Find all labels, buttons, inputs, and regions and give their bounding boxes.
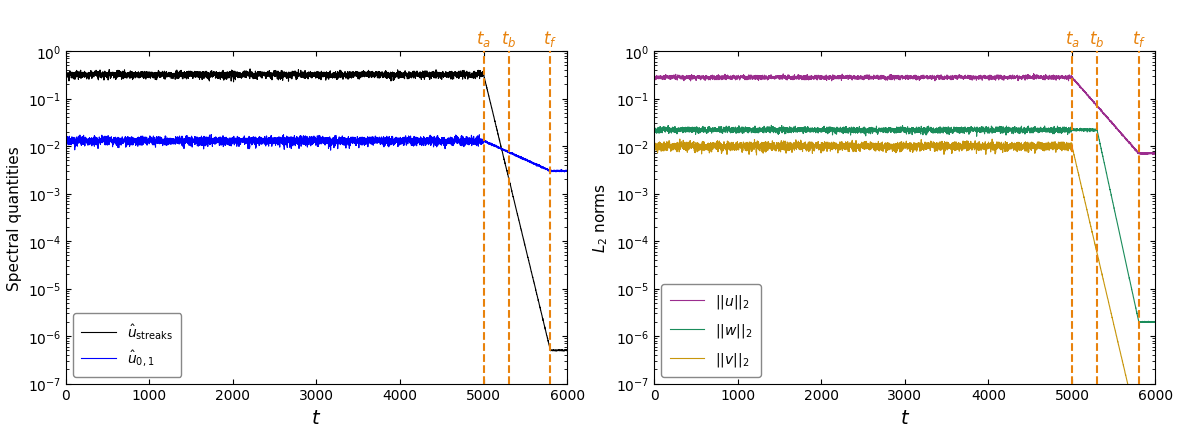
Line: $||u||_2$: $||u||_2$ <box>654 75 1155 155</box>
Y-axis label: Spectral quantities: Spectral quantities <box>7 146 22 290</box>
$||v||_2$ <box>766 140 780 145</box>
Line: $\hat{u}_{0,1}$: $\hat{u}_{0,1}$ <box>66 135 568 172</box>
$||w||_2$ <box>766 128 780 133</box>
$\hat{u}_{\mathrm{streaks}}$ <box>177 76 191 81</box>
$||u||_2$ <box>1090 103 1104 108</box>
$||v||_2$ <box>874 144 889 149</box>
$||w||_2$ <box>1148 320 1162 325</box>
$||w||_2$ <box>1148 319 1162 325</box>
$||w||_2$ <box>653 127 667 132</box>
Text: $t_a$: $t_a$ <box>1064 29 1080 49</box>
$\hat{u}_{0,1}$ <box>553 168 568 173</box>
Legend: $\hat{u}_{\mathrm{streaks}}$, $\hat{u}_{0,1}$: $\hat{u}_{\mathrm{streaks}}$, $\hat{u}_{… <box>73 313 182 377</box>
Text: $t_f$: $t_f$ <box>543 29 557 49</box>
$||w||_2$ <box>1090 128 1104 133</box>
$\hat{u}_{0,1}$ <box>286 142 300 147</box>
$||u||_2$ <box>874 77 889 82</box>
$||v||_2$ <box>1132 429 1146 434</box>
$||u||_2$ <box>1027 72 1041 77</box>
$\hat{u}_{\mathrm{streaks}}$ <box>435 74 450 79</box>
$\hat{u}_{\mathrm{streaks}}$ <box>65 73 79 79</box>
$||w||_2$ <box>1024 128 1038 133</box>
$\hat{u}_{0,1}$ <box>549 170 563 175</box>
$||u||_2$ <box>1141 151 1155 156</box>
Text: $t_b$: $t_b$ <box>1089 29 1104 49</box>
$||u||_2$ <box>647 76 661 81</box>
Legend: $||u||_2$, $||w||_2$, $||v||_2$: $||u||_2$, $||w||_2$, $||v||_2$ <box>661 284 761 377</box>
$||w||_2$ <box>874 130 889 135</box>
$\hat{u}_{\mathrm{streaks}}$ <box>59 73 73 79</box>
$\hat{u}_{0,1}$ <box>204 133 218 138</box>
$\hat{u}_{0,1}$ <box>59 139 73 144</box>
$\hat{u}_{\mathrm{streaks}}$ <box>502 175 516 181</box>
Text: $t_b$: $t_b$ <box>502 29 517 49</box>
$\hat{u}_{\mathrm{streaks}}$ <box>243 67 257 72</box>
$||v||_2$ <box>1090 250 1104 255</box>
$\hat{u}_{0,1}$ <box>177 138 191 143</box>
$\hat{u}_{0,1}$ <box>502 150 516 155</box>
Text: $t_f$: $t_f$ <box>1132 29 1146 49</box>
X-axis label: $t$: $t$ <box>312 408 322 427</box>
$||v||_2$ <box>1148 429 1162 434</box>
X-axis label: $t$: $t$ <box>899 408 910 427</box>
Line: $\hat{u}_{\mathrm{streaks}}$: $\hat{u}_{\mathrm{streaks}}$ <box>66 70 568 351</box>
$||u||_2$ <box>653 74 667 79</box>
$\hat{u}_{\mathrm{streaks}}$ <box>557 349 571 354</box>
$||w||_2$ <box>647 128 661 134</box>
$||w||_2$ <box>765 123 779 128</box>
Line: $||w||_2$: $||w||_2$ <box>654 126 1155 322</box>
$\hat{u}_{\mathrm{streaks}}$ <box>286 70 300 76</box>
$\hat{u}_{0,1}$ <box>65 139 79 145</box>
$||v||_2$ <box>673 137 687 142</box>
$\hat{u}_{0,1}$ <box>435 140 450 145</box>
$\hat{u}_{0,1}$ <box>560 169 575 174</box>
$\hat{u}_{\mathrm{streaks}}$ <box>560 348 575 353</box>
$||v||_2$ <box>647 142 661 147</box>
$||u||_2$ <box>1146 153 1160 158</box>
$\hat{u}_{\mathrm{streaks}}$ <box>553 348 568 353</box>
$||u||_2$ <box>1148 151 1162 157</box>
$||v||_2$ <box>1141 429 1155 434</box>
$||u||_2$ <box>1024 76 1038 81</box>
Y-axis label: $L_2$ norms: $L_2$ norms <box>591 183 610 253</box>
$||v||_2$ <box>653 145 667 151</box>
$||w||_2$ <box>1141 319 1155 325</box>
$||u||_2$ <box>766 75 780 80</box>
Line: $||v||_2$: $||v||_2$ <box>654 140 1155 432</box>
$||v||_2$ <box>1024 148 1038 153</box>
Text: $t_a$: $t_a$ <box>477 29 491 49</box>
